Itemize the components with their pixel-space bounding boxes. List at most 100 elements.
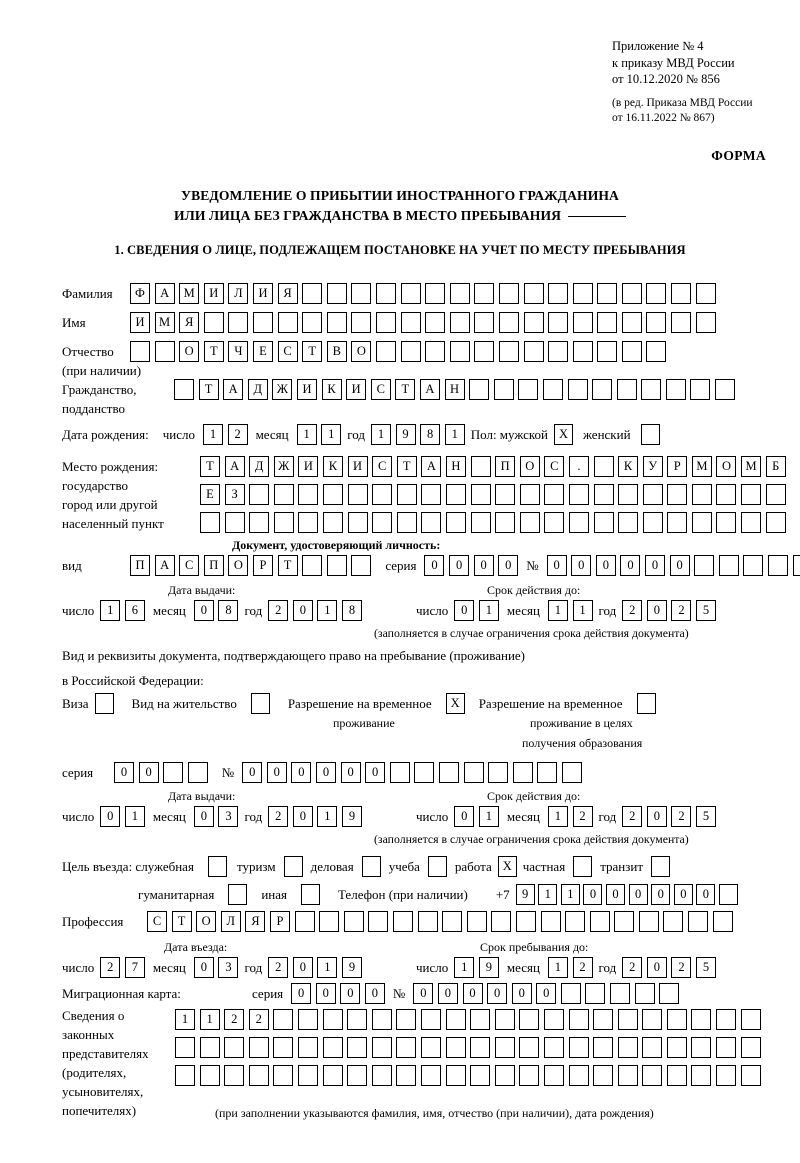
- char-cell[interactable]: И: [347, 456, 368, 477]
- purpose-tourism-checkbox[interactable]: [283, 856, 303, 877]
- char-cell[interactable]: [642, 512, 663, 533]
- char-cell[interactable]: [298, 484, 319, 505]
- char-cell[interactable]: [252, 312, 273, 333]
- char-cell[interactable]: [273, 1065, 294, 1086]
- char-cell[interactable]: 2: [622, 957, 643, 978]
- char-cell[interactable]: [593, 1009, 614, 1030]
- char-cell[interactable]: [663, 911, 684, 932]
- char-cell[interactable]: [523, 341, 544, 362]
- char-cell[interactable]: [470, 456, 491, 477]
- char-cell[interactable]: Т: [277, 555, 298, 576]
- char-cell[interactable]: М: [741, 456, 762, 477]
- char-cell[interactable]: [691, 1009, 712, 1030]
- char-cell[interactable]: 1: [547, 600, 568, 621]
- char-cell[interactable]: 0: [546, 555, 567, 576]
- char-cell[interactable]: [199, 1065, 220, 1086]
- char-cell[interactable]: 1: [317, 957, 338, 978]
- birth-place-cells-3[interactable]: [200, 512, 786, 533]
- char-cell[interactable]: [273, 484, 294, 505]
- char-cell[interactable]: 1: [572, 600, 593, 621]
- char-cell[interactable]: 0: [340, 762, 361, 783]
- char-cell[interactable]: [544, 512, 565, 533]
- char-cell[interactable]: [740, 1065, 761, 1086]
- char-cell[interactable]: Д: [249, 456, 270, 477]
- char-cell[interactable]: Н: [444, 379, 465, 400]
- char-cell[interactable]: [617, 1037, 638, 1058]
- purpose-transit-checkbox[interactable]: [651, 856, 671, 877]
- char-cell[interactable]: Я: [277, 283, 298, 304]
- char-cell[interactable]: Т: [203, 341, 224, 362]
- char-cell[interactable]: 2: [268, 806, 289, 827]
- char-cell[interactable]: [691, 1065, 712, 1086]
- char-cell[interactable]: [695, 283, 716, 304]
- char-cell[interactable]: 0: [424, 555, 445, 576]
- char-cell[interactable]: 9: [515, 884, 535, 905]
- char-cell[interactable]: [688, 911, 709, 932]
- char-cell[interactable]: С: [179, 555, 200, 576]
- char-cell[interactable]: 2: [227, 424, 248, 445]
- char-cell[interactable]: [543, 1065, 564, 1086]
- char-cell[interactable]: Т: [302, 341, 323, 362]
- char-cell[interactable]: Д: [247, 379, 268, 400]
- char-cell[interactable]: И: [298, 456, 319, 477]
- char-cell[interactable]: [597, 312, 618, 333]
- char-cell[interactable]: [392, 911, 413, 932]
- char-cell[interactable]: [494, 1065, 515, 1086]
- char-cell[interactable]: Т: [200, 456, 220, 477]
- char-cell[interactable]: [691, 512, 712, 533]
- char-cell[interactable]: 2: [671, 806, 692, 827]
- char-cell[interactable]: [351, 283, 372, 304]
- char-cell[interactable]: [659, 983, 680, 1004]
- char-cell[interactable]: [297, 1037, 318, 1058]
- char-cell[interactable]: [568, 1009, 589, 1030]
- char-cell[interactable]: А: [421, 456, 442, 477]
- char-cell[interactable]: [512, 762, 533, 783]
- char-cell[interactable]: [691, 484, 712, 505]
- char-cell[interactable]: [421, 484, 442, 505]
- char-cell[interactable]: 0: [193, 806, 214, 827]
- char-cell[interactable]: [493, 379, 514, 400]
- char-cell[interactable]: П: [203, 555, 224, 576]
- char-cell[interactable]: [400, 283, 421, 304]
- char-cell[interactable]: [294, 911, 315, 932]
- char-cell[interactable]: [417, 911, 438, 932]
- char-cell[interactable]: [618, 484, 639, 505]
- char-cell[interactable]: [498, 312, 519, 333]
- char-cell[interactable]: [130, 341, 150, 362]
- char-cell[interactable]: [474, 283, 495, 304]
- char-cell[interactable]: Б: [765, 456, 786, 477]
- char-cell[interactable]: [560, 983, 581, 1004]
- char-cell[interactable]: С: [277, 341, 298, 362]
- char-cell[interactable]: 0: [365, 762, 386, 783]
- char-cell[interactable]: 0: [437, 983, 458, 1004]
- char-cell[interactable]: 6: [124, 600, 145, 621]
- char-cell[interactable]: [642, 1065, 663, 1086]
- char-cell[interactable]: 0: [292, 957, 313, 978]
- char-cell[interactable]: Ж: [272, 379, 293, 400]
- char-cell[interactable]: 1: [296, 424, 317, 445]
- legal-rep-cells-3[interactable]: [175, 1065, 761, 1086]
- char-cell[interactable]: Ф: [130, 283, 150, 304]
- char-cell[interactable]: Л: [220, 911, 241, 932]
- char-cell[interactable]: [719, 884, 738, 905]
- char-cell[interactable]: [548, 341, 569, 362]
- char-cell[interactable]: [273, 1009, 294, 1030]
- char-cell[interactable]: 2: [572, 957, 593, 978]
- char-cell[interactable]: [347, 1009, 368, 1030]
- char-cell[interactable]: [200, 512, 220, 533]
- char-cell[interactable]: С: [370, 379, 391, 400]
- char-cell[interactable]: [466, 911, 487, 932]
- char-cell[interactable]: Ч: [228, 341, 249, 362]
- char-cell[interactable]: Е: [200, 484, 220, 505]
- char-cell[interactable]: О: [179, 341, 200, 362]
- char-cell[interactable]: 0: [413, 983, 434, 1004]
- char-cell[interactable]: [224, 1037, 245, 1058]
